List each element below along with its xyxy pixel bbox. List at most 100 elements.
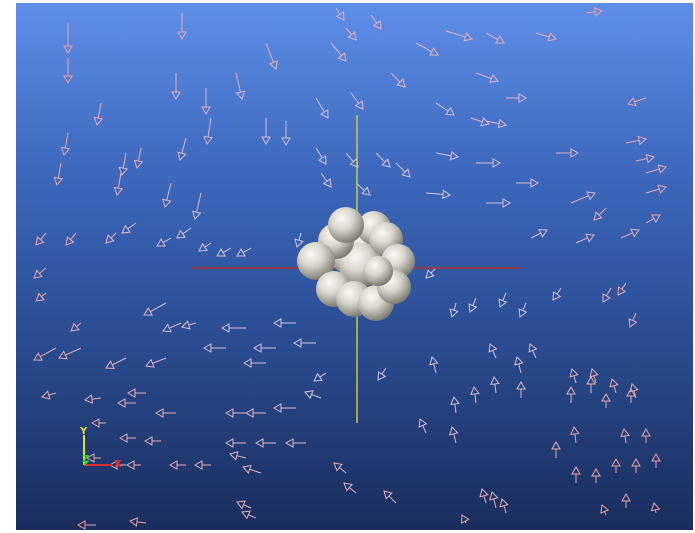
cone-arrow-glyph (488, 343, 498, 353)
vector-glyph (627, 97, 647, 107)
vector-glyph (156, 237, 172, 247)
vector-glyph (621, 492, 631, 508)
sphere (297, 242, 335, 280)
cone-arrow-glyph (602, 293, 611, 303)
cone-arrow-glyph (586, 191, 596, 201)
vector-glyph (530, 229, 548, 239)
cone-arrow-glyph (272, 318, 282, 328)
vector-glyph (162, 182, 172, 208)
cone-arrow-glyph (518, 93, 528, 103)
cone-arrow-glyph (242, 358, 252, 368)
cone-arrow-glyph (193, 460, 203, 470)
vector-glyph (445, 30, 473, 42)
cone-arrow-glyph (63, 75, 73, 85)
vector-glyph (570, 191, 596, 204)
vector-glyph (129, 517, 147, 527)
gizmo-y-label: Y (80, 426, 88, 437)
vector-glyph (33, 267, 47, 279)
vector-glyph (76, 520, 96, 530)
vector-glyph (418, 418, 428, 434)
vector-glyph (83, 394, 102, 404)
cone-arrow-glyph (468, 303, 478, 313)
vector-glyph (631, 457, 641, 473)
render-viewport[interactable]: Y Z X (16, 3, 693, 530)
cone-arrow-glyph (333, 462, 343, 472)
cone-arrow-glyph (396, 78, 406, 88)
cone-arrow-glyph (492, 158, 502, 168)
cone-arrow-glyph (83, 394, 94, 404)
vector-glyph (617, 282, 627, 296)
cone-arrow-glyph (589, 368, 599, 378)
orientation-gizmo (83, 435, 112, 466)
cone-arrow-glyph (495, 35, 505, 44)
cone-arrow-glyph (401, 168, 411, 178)
vector-glyph (85, 453, 101, 463)
cone-arrow-glyph (202, 343, 212, 353)
vector-glyph (518, 302, 528, 318)
vector-glyph (476, 158, 502, 168)
cone-arrow-glyph (63, 45, 73, 55)
vector-field-scene[interactable] (16, 3, 693, 530)
vector-glyph (449, 302, 459, 318)
vector-glyph (528, 343, 538, 359)
vector-glyph (193, 460, 211, 470)
vector-glyph (625, 135, 647, 146)
cone-arrow-glyph (113, 186, 124, 196)
cone-arrow-glyph (220, 323, 230, 333)
vector-glyph (63, 58, 73, 85)
vector-glyph (435, 150, 459, 161)
cone-arrow-glyph (445, 106, 455, 116)
vector-glyph (552, 287, 562, 301)
cone-arrow-glyph (593, 211, 603, 221)
vector-glyph (343, 482, 357, 494)
vector-glyph (202, 343, 226, 353)
cone-arrow-glyph (235, 90, 246, 100)
vector-glyph (470, 385, 480, 404)
cone-arrow-glyph (33, 352, 43, 361)
cone-arrow-glyph (591, 467, 601, 477)
vector-glyph (105, 232, 117, 244)
vector-glyph (516, 380, 526, 398)
vector-glyph (315, 97, 329, 119)
vector-glyph (575, 233, 595, 244)
cone-arrow-glyph (294, 238, 304, 248)
vector-glyph (235, 72, 246, 100)
cone-arrow-glyph (337, 52, 347, 62)
cone-arrow-glyph (490, 375, 500, 386)
cone-arrow-glyph (176, 229, 186, 239)
cone-arrow-glyph (617, 286, 627, 296)
cone-arrow-glyph (450, 395, 460, 406)
vector-glyph (244, 408, 266, 418)
cone-arrow-glyph (442, 189, 452, 200)
cone-arrow-glyph (347, 31, 357, 41)
cone-arrow-glyph (586, 375, 596, 385)
vector-glyph (425, 267, 437, 279)
cone-arrow-glyph (272, 403, 282, 413)
cone-arrow-glyph (203, 135, 213, 145)
vector-glyph (105, 357, 127, 369)
cone-arrow-glyph (201, 106, 211, 116)
vector-glyph (116, 398, 136, 408)
vector-glyph (229, 451, 247, 461)
cone-arrow-glyph (85, 453, 95, 463)
vector-glyph (601, 392, 611, 408)
cone-arrow-glyph (502, 198, 512, 208)
vector-glyph (203, 117, 213, 145)
cone-arrow-glyph (143, 307, 153, 316)
cone-arrow-glyph (118, 433, 128, 443)
vector-glyph (216, 247, 232, 257)
cone-arrow-glyph (620, 428, 630, 438)
cone-arrow-glyph (216, 248, 226, 257)
cone-arrow-glyph (177, 151, 187, 161)
vector-glyph (586, 375, 596, 393)
cone-arrow-glyph (645, 153, 655, 164)
cone-arrow-glyph (58, 350, 68, 360)
vector-glyph (479, 488, 489, 504)
vector-glyph (333, 462, 347, 474)
vector-glyph (498, 292, 508, 308)
cone-arrow-glyph (198, 242, 208, 252)
vector-glyph (551, 440, 561, 458)
cone-arrow-glyph (499, 498, 509, 508)
vector-glyph (425, 189, 452, 200)
cone-arrow-glyph (41, 390, 51, 400)
